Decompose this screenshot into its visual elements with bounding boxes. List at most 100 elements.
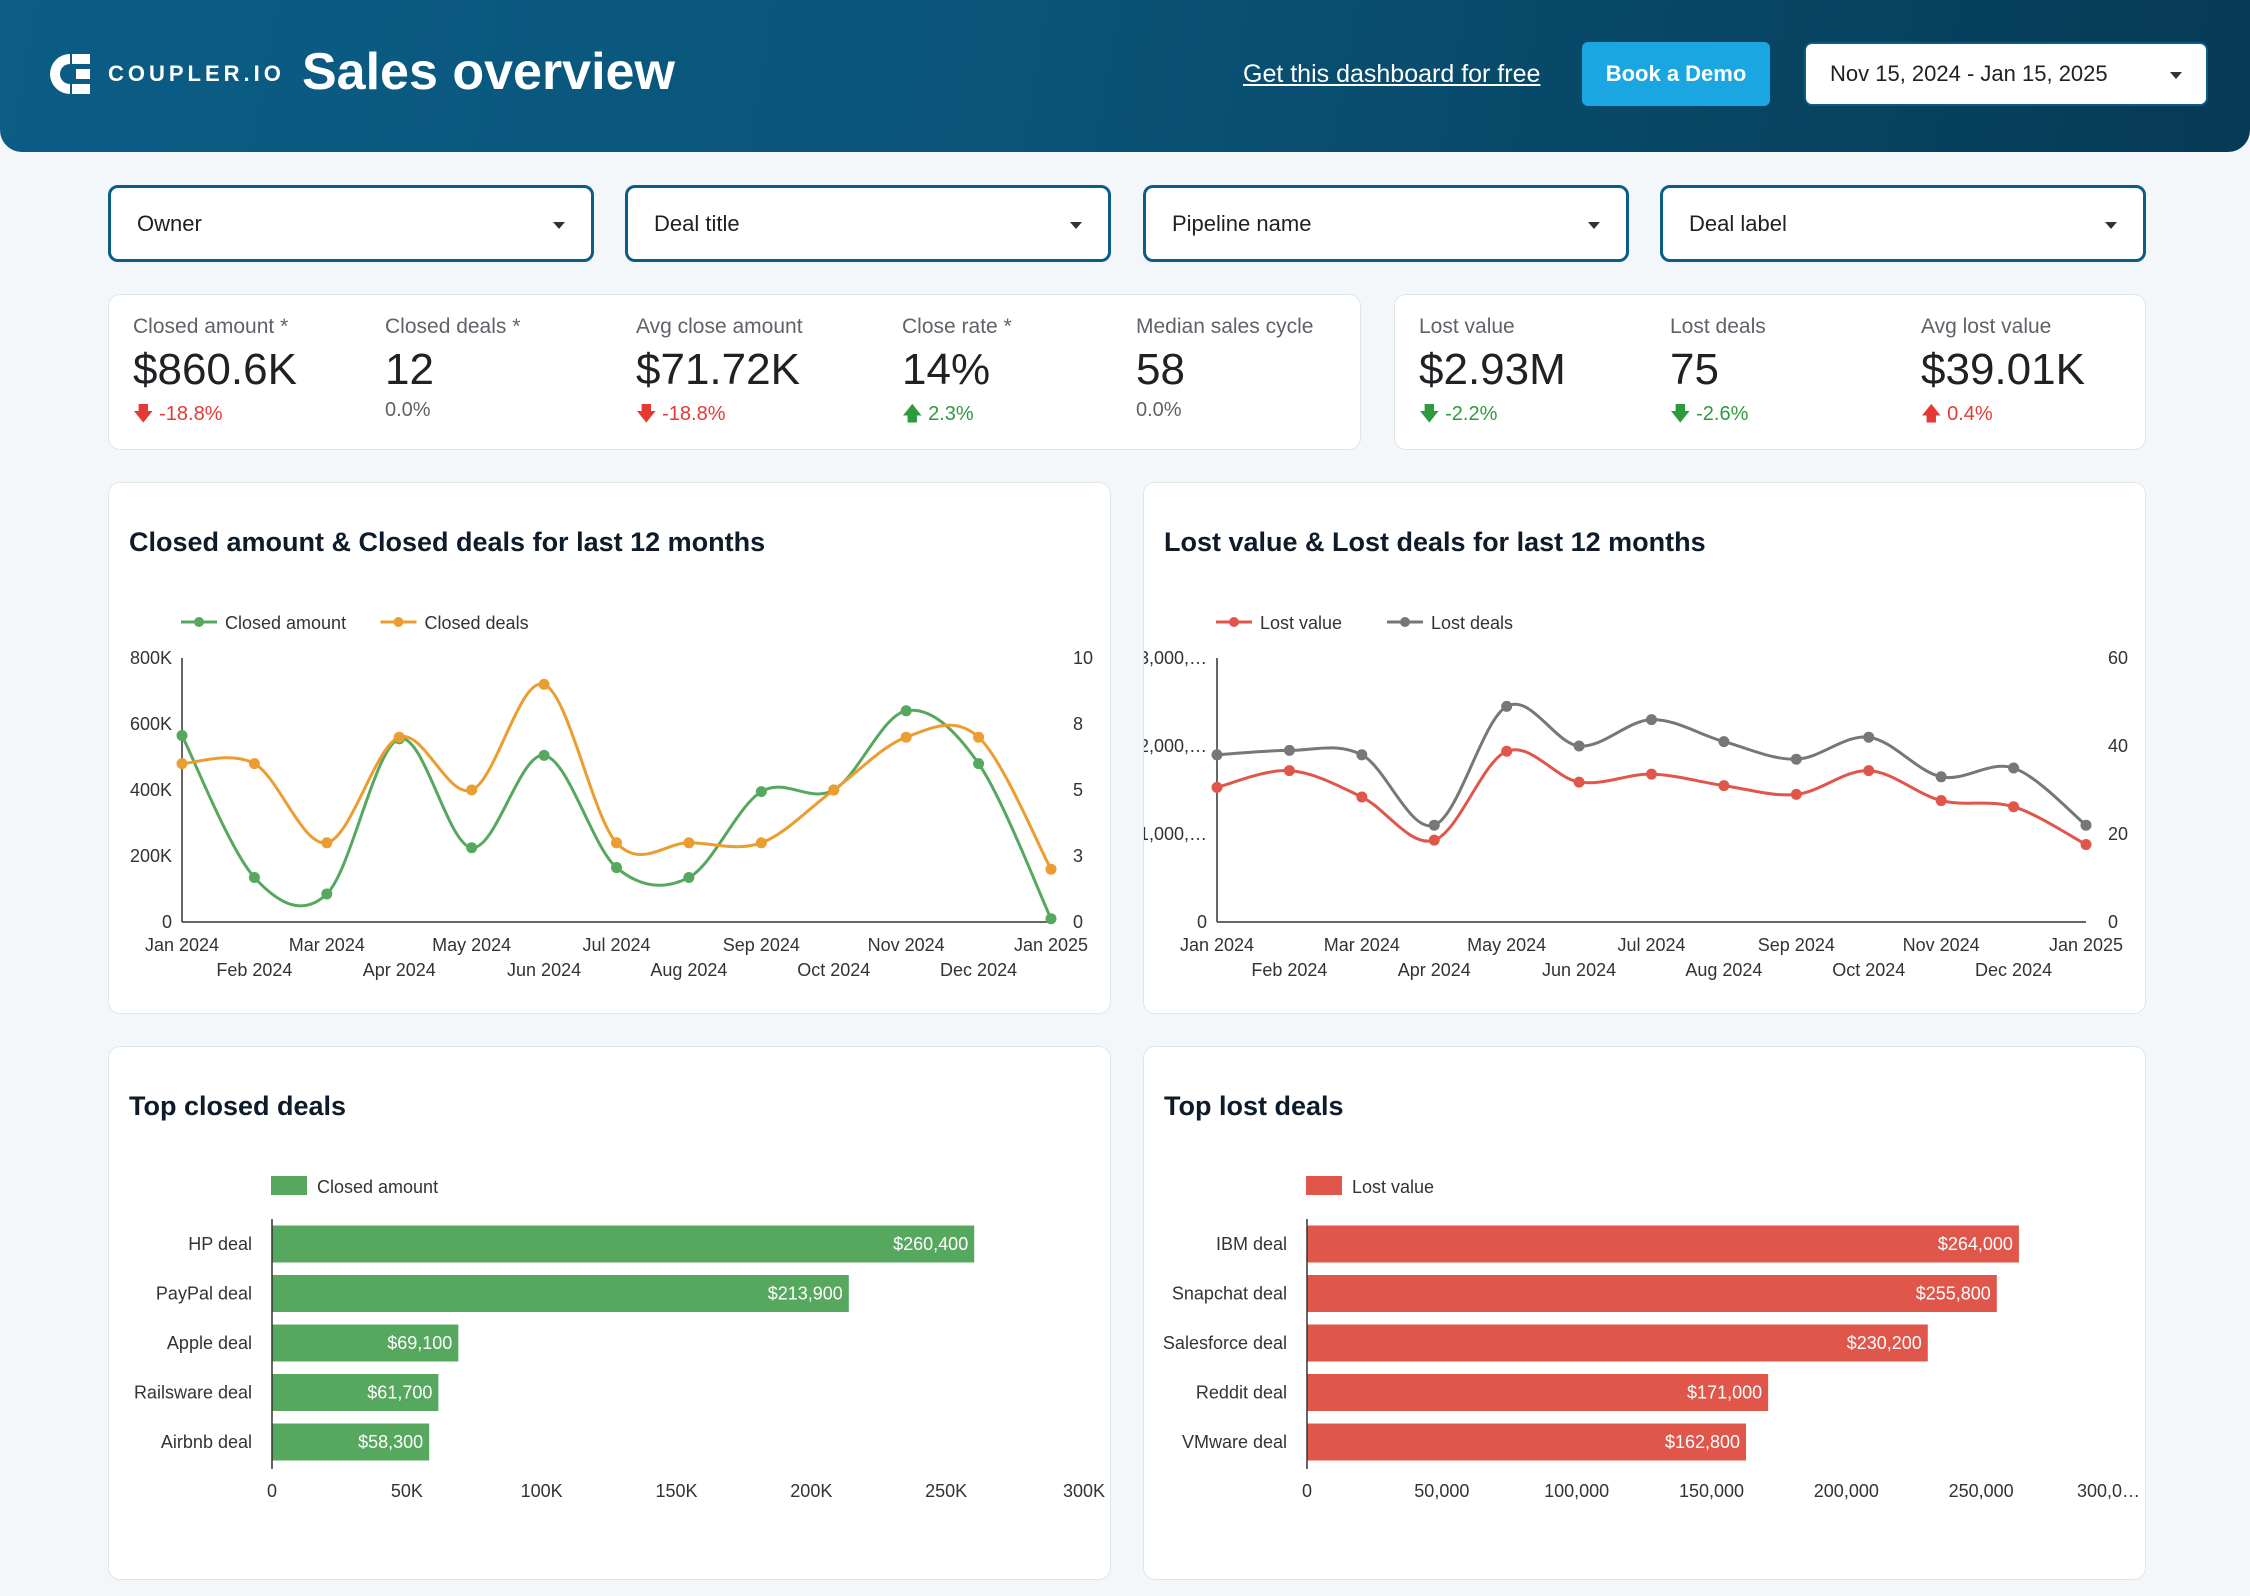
kpi-delta: 🡇 -18.8% — [636, 403, 726, 425]
y-tick-left: 600K — [130, 714, 172, 734]
x-tick-label: Jul 2024 — [1617, 935, 1685, 955]
chevron-down-icon — [2170, 72, 2182, 79]
brand-logo[interactable]: COUPLER.IO — [46, 50, 285, 98]
bar — [272, 1225, 975, 1263]
x-tick-label: Jun 2024 — [507, 960, 581, 980]
lost-trend-chart: Lost value Lost deals 0 1,000,… 2,000,… 3,000… — [1144, 613, 2128, 980]
category-label: HP deal — [188, 1234, 252, 1254]
chart-title: Top lost deals — [1164, 1091, 1344, 1121]
x-tick-label: Sep 2024 — [1758, 935, 1835, 955]
bar-value-label: $264,000 — [1938, 1234, 2013, 1254]
y-tick-right: 0 — [1073, 912, 1083, 932]
kpi-close-rate: Close rate * 14% 🡅 2.3% — [902, 315, 1012, 433]
panel-closed-trend: Closed amount & Closed deals for last 12… — [108, 482, 1111, 1014]
filter-owner[interactable]: Owner — [108, 185, 594, 262]
brand-name: COUPLER.IO — [108, 61, 285, 86]
x-tick-label: 150K — [655, 1481, 697, 1501]
x-tick-label: 200,000 — [1814, 1481, 1879, 1501]
data-point — [1646, 768, 1657, 780]
x-tick-label: Sep 2024 — [723, 935, 800, 955]
top-lost-chart: Lost value IBM deal $264,000 Snapchat deal $… — [1163, 1176, 2140, 1501]
kpi-lost-deals: Lost deals 75 🡇 -2.6% — [1670, 315, 1766, 433]
x-tick-label: Jun 2024 — [1542, 960, 1616, 980]
filter-label: Pipeline name — [1172, 211, 1312, 236]
bar-value-label: $58,300 — [358, 1432, 423, 1452]
category-label: VMware deal — [1182, 1432, 1287, 1452]
bar-value-label: $230,200 — [1847, 1333, 1922, 1353]
get-dashboard-link[interactable]: Get this dashboard for free — [1243, 60, 1541, 88]
filter-label: Deal label — [1689, 211, 1787, 236]
data-point — [755, 786, 767, 798]
bar — [272, 1423, 430, 1461]
data-point — [2080, 819, 2092, 831]
x-tick-label: 50K — [391, 1481, 423, 1501]
arrow-up-icon: 🡅 — [1921, 403, 1942, 425]
data-point — [1718, 780, 1730, 792]
bar — [1307, 1225, 2019, 1263]
data-point — [973, 731, 985, 743]
book-demo-button[interactable]: Book a Demo — [1582, 42, 1770, 106]
x-tick-label: Oct 2024 — [797, 960, 870, 980]
bar — [272, 1374, 439, 1411]
category-label: IBM deal — [1216, 1234, 1287, 1254]
x-tick-label: May 2024 — [432, 935, 511, 955]
kpi-label: Avg close amount — [636, 315, 803, 338]
data-point — [1211, 781, 1223, 793]
kpi-value: 14% — [902, 345, 991, 394]
x-tick-label: Mar 2024 — [289, 935, 365, 955]
x-tick-label: 250,000 — [1949, 1481, 2014, 1501]
x-tick-label: Apr 2024 — [1398, 960, 1471, 980]
chart-title: Closed amount & Closed deals for last 12… — [129, 527, 766, 557]
panel-top-closed: Top closed deals Closed amount HP deal $26… — [108, 1046, 1111, 1580]
data-point — [683, 837, 695, 849]
kpi-label: Lost deals — [1670, 315, 1766, 338]
legend-marker — [393, 617, 404, 627]
filter-label: Owner — [137, 211, 202, 236]
x-tick-label: 0 — [267, 1481, 277, 1501]
kpi-value: 58 — [1136, 345, 1185, 394]
x-tick-label: 300,0… — [2077, 1481, 2140, 1501]
data-point — [900, 731, 912, 743]
data-point — [1863, 731, 1875, 743]
date-range-select[interactable]: Nov 15, 2024 - Jan 15, 2025 — [1804, 42, 2208, 106]
kpi-label: Median sales cycle — [1136, 315, 1314, 338]
panel-lost-trend: Lost value & Lost deals for last 12 mont… — [1143, 482, 2146, 1014]
legend-label: Closed deals — [425, 613, 529, 633]
data-point — [1718, 736, 1730, 748]
kpi-lost-value: Lost value $2.93M 🡇 -2.2% — [1419, 315, 1566, 433]
data-point — [1283, 765, 1295, 777]
x-tick-label: Jan 2025 — [2049, 935, 2123, 955]
bar — [272, 1275, 849, 1312]
data-point — [1501, 700, 1513, 712]
y-tick-right: 0 — [2108, 912, 2118, 932]
x-tick-label: 50,000 — [1414, 1481, 1469, 1501]
category-label: Reddit deal — [1196, 1383, 1287, 1403]
kpi-delta: 🡅 0.4% — [1921, 403, 1993, 425]
kpi-delta: 🡇 -2.2% — [1419, 403, 1498, 425]
data-point — [248, 871, 260, 883]
kpi-delta: 🡇 -18.8% — [133, 403, 223, 425]
data-point — [828, 784, 840, 796]
y-tick-left: 2,000,… — [1144, 736, 1207, 756]
bar-value-label: $61,700 — [367, 1383, 432, 1403]
data-point — [2008, 762, 2020, 774]
data-point — [1863, 765, 1875, 777]
y-tick-right: 20 — [2108, 824, 2128, 844]
filter-pipeline-name[interactable]: Pipeline name — [1143, 185, 1629, 262]
x-tick-label: Nov 2024 — [868, 935, 945, 955]
coupler-logo-icon — [50, 54, 90, 94]
legend-swatch — [1306, 1176, 1342, 1195]
category-label: PayPal deal — [156, 1284, 252, 1304]
filter-deal-label[interactable]: Deal label — [1660, 185, 2146, 262]
y-tick-left: 400K — [130, 780, 172, 800]
x-tick-label: Jan 2024 — [145, 935, 219, 955]
legend-marker — [1400, 617, 1410, 627]
kpi-delta: 🡇 -2.6% — [1670, 403, 1749, 425]
bar — [1307, 1374, 1769, 1411]
x-tick-label: Apr 2024 — [363, 960, 436, 980]
kpi-delta: 0.0% — [1136, 399, 1182, 421]
bar-value-label: $162,800 — [1665, 1432, 1740, 1452]
filter-deal-title[interactable]: Deal title — [625, 185, 1111, 262]
y-tick-left: 0 — [1197, 912, 1207, 932]
kpi-delta: 0.0% — [385, 399, 431, 421]
